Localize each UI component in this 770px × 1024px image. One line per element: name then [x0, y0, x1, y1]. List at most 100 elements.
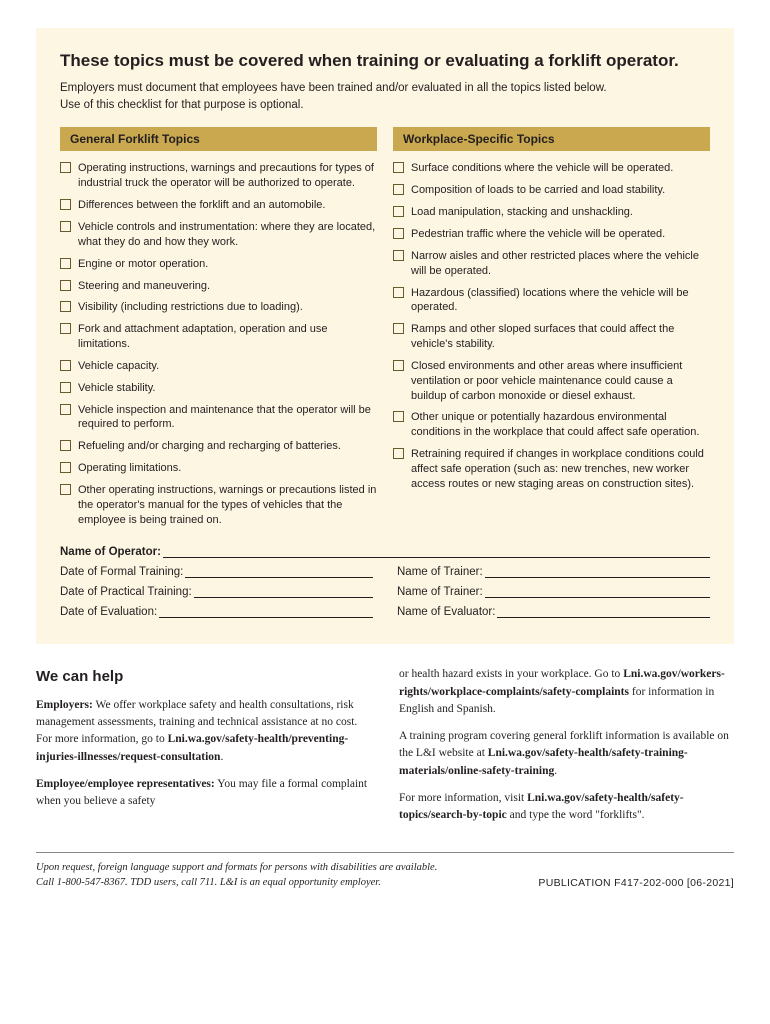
help-p4: A training program covering general fork…: [399, 728, 734, 780]
checklist-text: Vehicle controls and instrumentation: wh…: [78, 220, 377, 250]
label-trainer-2: Name of Trainer:: [397, 586, 483, 598]
checkbox[interactable]: [60, 462, 71, 473]
checklist-text: Retraining required if changes in workpl…: [411, 447, 710, 492]
help-right: or health hazard exists in your workplac…: [399, 666, 734, 834]
left-column-header: General Forklift Topics: [60, 127, 377, 151]
help-p2: Employee/employee representatives: You m…: [36, 776, 371, 811]
checklist-item: Surface conditions where the vehicle wil…: [393, 161, 710, 176]
line-operator: [163, 546, 710, 558]
field-date-practical[interactable]: Date of Practical Training:: [60, 586, 373, 598]
main-title: These topics must be covered when traini…: [60, 50, 710, 72]
footer-line-2: Call 1-800-547-8367. TDD users, call 711…: [36, 876, 381, 891]
checklist-item: Vehicle capacity.: [60, 359, 377, 374]
checkbox[interactable]: [60, 382, 71, 393]
form-row-operator: Name of Operator:: [60, 546, 710, 558]
checklist-item: Retraining required if changes in workpl…: [393, 447, 710, 492]
checkbox[interactable]: [60, 221, 71, 232]
checkbox[interactable]: [60, 301, 71, 312]
field-date-formal[interactable]: Date of Formal Training:: [60, 566, 373, 578]
footer-line-1: Upon request, foreign language support a…: [36, 861, 734, 876]
checkbox[interactable]: [393, 323, 404, 334]
label-evaluator: Name of Evaluator:: [397, 606, 495, 618]
checklist-item: Steering and maneuvering.: [60, 279, 377, 294]
form-row-1: Date of Formal Training: Name of Trainer…: [60, 566, 710, 578]
help-left: We can help Employers: We offer workplac…: [36, 666, 371, 834]
checklist-text: Operating limitations.: [78, 461, 377, 476]
checklist-item: Fork and attachment adaptation, operatio…: [60, 322, 377, 352]
checklist-text: Ramps and other sloped surfaces that cou…: [411, 322, 710, 352]
label-date-practical: Date of Practical Training:: [60, 586, 192, 598]
checkbox[interactable]: [60, 484, 71, 495]
checklist-text: Composition of loads to be carried and l…: [411, 183, 710, 198]
checkbox[interactable]: [60, 440, 71, 451]
checklist-text: Load manipulation, stacking and unshackl…: [411, 205, 710, 220]
checkbox[interactable]: [393, 360, 404, 371]
checkbox[interactable]: [393, 184, 404, 195]
checklist-columns: General Forklift Topics Operating instru…: [60, 127, 710, 534]
checkbox[interactable]: [60, 404, 71, 415]
checklist-item: Operating limitations.: [60, 461, 377, 476]
form-row-3: Date of Evaluation: Name of Evaluator:: [60, 606, 710, 618]
page: These topics must be covered when traini…: [0, 0, 770, 911]
checkbox[interactable]: [393, 411, 404, 422]
checkbox[interactable]: [60, 323, 71, 334]
checklist-text: Hazardous (classified) locations where t…: [411, 286, 710, 316]
field-trainer-2[interactable]: Name of Trainer:: [397, 586, 710, 598]
checklist-item: Vehicle stability.: [60, 381, 377, 396]
checklist-item: Composition of loads to be carried and l…: [393, 183, 710, 198]
checkbox[interactable]: [393, 250, 404, 261]
left-column: General Forklift Topics Operating instru…: [60, 127, 377, 534]
right-column: Workplace-Specific Topics Surface condit…: [393, 127, 710, 534]
checklist-text: Vehicle inspection and maintenance that …: [78, 403, 377, 433]
checklist-text: Surface conditions where the vehicle wil…: [411, 161, 710, 176]
form-row-2: Date of Practical Training: Name of Trai…: [60, 586, 710, 598]
checklist-text: Closed environments and other areas wher…: [411, 359, 710, 404]
checklist-item: Vehicle controls and instrumentation: wh…: [60, 220, 377, 250]
checkbox[interactable]: [393, 287, 404, 298]
publication-id: PUBLICATION F417-202-000 [06-2021]: [538, 876, 734, 891]
checkbox[interactable]: [393, 448, 404, 459]
checklist-item: Vehicle inspection and maintenance that …: [60, 403, 377, 433]
footer-row: Call 1-800-547-8367. TDD users, call 711…: [36, 876, 734, 891]
right-column-header: Workplace-Specific Topics: [393, 127, 710, 151]
checklist-item: Operating instructions, warnings and pre…: [60, 161, 377, 191]
checklist-text: Visibility (including restrictions due t…: [78, 300, 377, 315]
label-date-formal: Date of Formal Training:: [60, 566, 183, 578]
checklist-item: Other operating instructions, warnings o…: [60, 483, 377, 528]
checklist-text: Other operating instructions, warnings o…: [78, 483, 377, 528]
checklist-text: Narrow aisles and other restricted place…: [411, 249, 710, 279]
checklist-text: Vehicle stability.: [78, 381, 377, 396]
checklist-item: Closed environments and other areas wher…: [393, 359, 710, 404]
field-trainer-1[interactable]: Name of Trainer:: [397, 566, 710, 578]
checkbox[interactable]: [60, 162, 71, 173]
checklist-text: Differences between the forklift and an …: [78, 198, 377, 213]
checklist-text: Pedestrian traffic where the vehicle wil…: [411, 227, 710, 242]
field-date-eval[interactable]: Date of Evaluation:: [60, 606, 373, 618]
checkbox[interactable]: [393, 228, 404, 239]
form-section: Name of Operator: Date of Formal Trainin…: [60, 546, 710, 618]
checkbox[interactable]: [393, 162, 404, 173]
checklist-text: Vehicle capacity.: [78, 359, 377, 374]
left-items: Operating instructions, warnings and pre…: [60, 161, 377, 527]
checkbox[interactable]: [393, 206, 404, 217]
checklist-item: Pedestrian traffic where the vehicle wil…: [393, 227, 710, 242]
checkbox[interactable]: [60, 280, 71, 291]
checkbox[interactable]: [60, 199, 71, 210]
checklist-item: Differences between the forklift and an …: [60, 198, 377, 213]
help-p3: or health hazard exists in your workplac…: [399, 666, 734, 718]
checklist-item: Load manipulation, stacking and unshackl…: [393, 205, 710, 220]
checklist-item: Narrow aisles and other restricted place…: [393, 249, 710, 279]
checklist-text: Operating instructions, warnings and pre…: [78, 161, 377, 191]
checklist-text: Fork and attachment adaptation, operatio…: [78, 322, 377, 352]
checkbox[interactable]: [60, 258, 71, 269]
checkbox[interactable]: [60, 360, 71, 371]
help-title: We can help: [36, 666, 371, 689]
checklist-text: Other unique or potentially hazardous en…: [411, 410, 710, 440]
field-evaluator[interactable]: Name of Evaluator:: [397, 606, 710, 618]
checklist-item: Refueling and/or charging and recharging…: [60, 439, 377, 454]
checklist-panel: These topics must be covered when traini…: [36, 28, 734, 644]
checklist-item: Engine or motor operation.: [60, 257, 377, 272]
checklist-text: Refueling and/or charging and recharging…: [78, 439, 377, 454]
field-operator[interactable]: Name of Operator:: [60, 546, 710, 558]
right-items: Surface conditions where the vehicle wil…: [393, 161, 710, 491]
